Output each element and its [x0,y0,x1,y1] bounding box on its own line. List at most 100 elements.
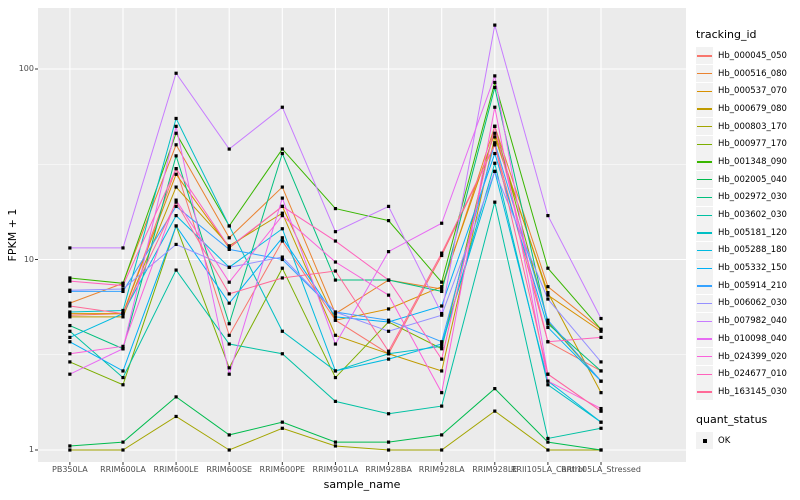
data-point [280,276,284,280]
legend-item: Hb_010098_040 [696,330,798,348]
data-point [440,448,444,452]
line-swatch-icon [697,356,712,358]
data-point [121,369,125,373]
data-point [68,372,72,376]
data-point [174,167,178,171]
data-point [386,219,391,223]
data-point [174,200,178,204]
data-point [440,280,444,284]
data-point [280,329,284,333]
data-point [599,316,603,321]
data-point [386,349,391,353]
legend-item-label: Hb_000679_080 [718,103,787,114]
data-point [386,440,391,444]
x-tick-label: RRIM600LE [153,465,199,474]
line-swatch-icon [697,196,712,199]
legend-item: Hb_001348_090 [696,153,798,171]
legend-item-label: Hb_002972_030 [718,192,787,203]
data-point [440,433,444,437]
data-point [546,297,550,301]
legend-key [696,365,713,383]
data-point [227,265,231,269]
data-point [493,105,497,109]
legend-item-label: Hb_005181_120 [718,227,787,238]
data-point [280,266,284,270]
data-point [546,379,550,383]
data-point [121,347,125,351]
data-point [599,448,603,452]
data-point [440,312,444,316]
data-point [493,23,497,27]
data-point [333,207,338,211]
legend-key [696,153,713,171]
data-point [280,147,284,151]
data-point [493,387,497,391]
legend-item-label: Hb_002005_040 [718,174,787,185]
line-swatch-icon [697,267,712,269]
data-point [493,169,497,174]
x-tick-label: RRIM928LE [472,465,518,474]
data-point [174,172,178,176]
data-point [599,426,603,430]
data-point [68,310,72,314]
data-point [440,304,444,308]
legend-item-label: OK [718,435,731,446]
x-tick-label: RRII105LA_Control [510,465,585,474]
data-point [121,440,125,444]
data-point [599,391,603,395]
legend-item: Hb_007982_040 [696,312,798,330]
legend-key [696,312,713,330]
data-point [280,239,284,243]
data-point [440,404,444,408]
data-point [280,426,284,430]
line-swatch-icon [697,90,712,93]
data-point [546,320,550,324]
line-swatch-icon [697,232,712,234]
data-point [121,287,125,291]
data-point [386,357,391,361]
data-point [280,196,284,200]
data-point [440,285,444,289]
legend-key [696,348,713,366]
data-point [227,366,231,370]
data-point [174,154,178,158]
legend-item: Hb_003602_030 [696,206,798,224]
data-point [599,327,603,331]
data-point [440,287,444,291]
data-point [174,204,178,208]
data-point [121,312,125,316]
legend-item: Hb_005332_150 [696,259,798,277]
line-swatch-icon [697,214,712,216]
data-point [493,135,497,139]
data-point [546,322,550,326]
line-swatch-icon [697,143,712,146]
data-point [386,329,391,333]
data-point [174,268,178,272]
data-point [121,308,125,313]
data-point [546,291,550,295]
data-point [227,342,231,346]
data-point [227,448,231,452]
data-point [493,85,497,90]
data-point [386,278,391,282]
legend-item-ok: OK [696,432,798,450]
data-point [174,116,178,121]
data-point [227,245,231,249]
data-point [546,448,550,452]
legend-key [696,171,713,189]
line-swatch-icon [697,302,712,305]
data-point [174,242,178,247]
line-swatch-icon [697,320,712,322]
legend-key-ok [696,432,713,450]
data-point [440,347,444,351]
data-point [227,147,231,151]
data-point [386,352,391,356]
black-square-point-icon [703,439,707,443]
data-point [333,318,338,322]
data-point [174,414,178,419]
data-point [68,329,72,333]
data-point [440,253,444,258]
data-point [333,333,338,337]
data-point [227,224,231,228]
